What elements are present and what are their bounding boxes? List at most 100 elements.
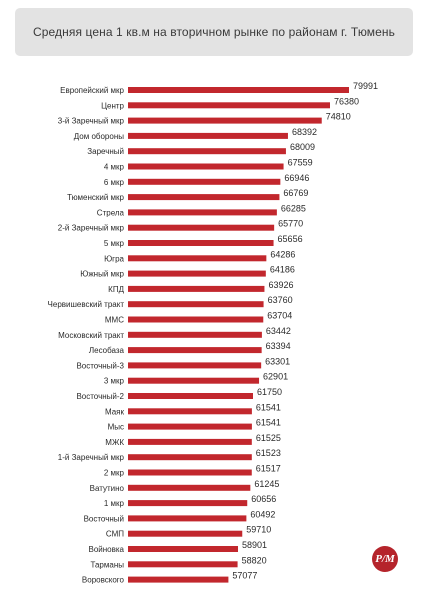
- category-label: 2-й Заречный мкр: [58, 224, 125, 233]
- bar: [128, 362, 262, 369]
- value-label: 64286: [270, 249, 295, 259]
- category-label: Московский тракт: [58, 331, 124, 340]
- category-label: Восточный: [84, 514, 124, 523]
- bar: [128, 148, 286, 155]
- value-label: 64186: [270, 265, 295, 275]
- category-label: 4 мкр: [104, 163, 125, 172]
- category-label: 3-й Заречный мкр: [58, 117, 125, 126]
- bar: [128, 270, 266, 277]
- value-label: 58820: [242, 555, 267, 565]
- value-label: 66946: [284, 173, 309, 183]
- bar: [128, 301, 264, 308]
- bar: [128, 500, 248, 507]
- value-label: 65770: [278, 219, 303, 229]
- value-label: 61517: [256, 464, 281, 474]
- bar: [128, 209, 277, 216]
- value-label: 58901: [242, 540, 267, 550]
- value-label: 57077: [232, 571, 257, 581]
- value-label: 65656: [278, 234, 303, 244]
- bar: [128, 331, 262, 338]
- value-label: 68392: [292, 127, 317, 137]
- value-label: 63704: [267, 311, 292, 321]
- bar: [128, 393, 253, 399]
- category-label: Лесобаза: [89, 346, 125, 355]
- value-label: 63760: [268, 295, 293, 305]
- category-label: Мыс: [108, 423, 124, 432]
- bar: [128, 194, 280, 201]
- value-label: 63301: [265, 356, 290, 366]
- chart-title-banner: Средняя цена 1 кв.м на вторичном рынке п…: [15, 8, 413, 56]
- bar: [128, 132, 288, 139]
- bar: [128, 469, 252, 476]
- category-label: 1 мкр: [104, 499, 125, 508]
- bar: [128, 530, 243, 537]
- value-label: 67559: [288, 158, 313, 168]
- bar: [128, 347, 262, 354]
- category-label: Войновка: [89, 545, 125, 554]
- category-label: Маяк: [105, 407, 125, 416]
- category-label: Югра: [104, 254, 124, 263]
- category-label: Южный мкр: [80, 270, 124, 279]
- value-label: 60656: [251, 494, 276, 504]
- category-label: СМП: [106, 530, 124, 539]
- bar: [128, 240, 274, 246]
- value-label: 66285: [281, 203, 306, 213]
- bar: [128, 454, 252, 461]
- value-label: 60492: [250, 509, 275, 519]
- brand-logo-text: Р/М: [375, 552, 395, 565]
- bar: [128, 255, 267, 262]
- bar: [128, 408, 252, 415]
- category-label: 5 мкр: [104, 239, 125, 248]
- bar: [128, 102, 330, 109]
- category-label: ММС: [105, 316, 124, 325]
- value-label: 63926: [268, 280, 293, 290]
- category-label: Центр: [101, 101, 124, 110]
- bar: [128, 224, 275, 231]
- value-label: 79991: [353, 81, 378, 91]
- bar: [128, 178, 281, 185]
- value-label: 61245: [254, 479, 279, 489]
- value-label: 63394: [266, 341, 291, 351]
- bar: [128, 285, 265, 292]
- category-label: 6 мкр: [104, 178, 125, 187]
- value-label: 61750: [257, 387, 282, 397]
- category-label: Заречный: [87, 147, 124, 156]
- bar: [128, 377, 260, 384]
- value-label: 68009: [290, 142, 315, 152]
- value-label: 61541: [256, 402, 281, 412]
- category-label: Стрела: [97, 208, 125, 217]
- category-label: Ватутино: [90, 484, 125, 493]
- category-label: КПД: [108, 285, 124, 294]
- value-label: 59710: [246, 525, 271, 535]
- bar: [128, 423, 252, 430]
- value-label: 66769: [283, 188, 308, 198]
- category-label: МЖК: [105, 438, 124, 447]
- category-label: 3 мкр: [104, 377, 125, 386]
- bar: [128, 117, 322, 124]
- category-label: 2 мкр: [104, 469, 125, 478]
- category-label: Червишевский тракт: [48, 300, 125, 309]
- value-label: 76380: [334, 96, 359, 106]
- value-label: 61525: [256, 433, 281, 443]
- value-label: 74810: [326, 112, 351, 122]
- category-label: Восточный-3: [76, 361, 124, 370]
- brand-logo: Р/М: [372, 546, 398, 572]
- category-label: Тюменский мкр: [67, 193, 124, 202]
- bar: [128, 87, 349, 93]
- category-label: Дом обороны: [74, 132, 124, 141]
- bar: [128, 438, 252, 445]
- value-label: 63442: [266, 326, 291, 336]
- category-label: Воровского: [82, 576, 125, 585]
- category-label: Европейский мкр: [60, 86, 124, 95]
- value-label: 62901: [263, 372, 288, 382]
- bar: [128, 576, 229, 583]
- bar: [128, 484, 251, 491]
- category-label: Восточный-2: [76, 392, 124, 401]
- bar: [128, 546, 239, 552]
- category-label: Тарманы: [90, 560, 124, 569]
- chart-title: Средняя цена 1 кв.м на вторичном рынке п…: [33, 25, 395, 39]
- value-label: 61541: [256, 418, 281, 428]
- bar: [128, 561, 238, 568]
- category-label: 1-й Заречный мкр: [58, 453, 125, 462]
